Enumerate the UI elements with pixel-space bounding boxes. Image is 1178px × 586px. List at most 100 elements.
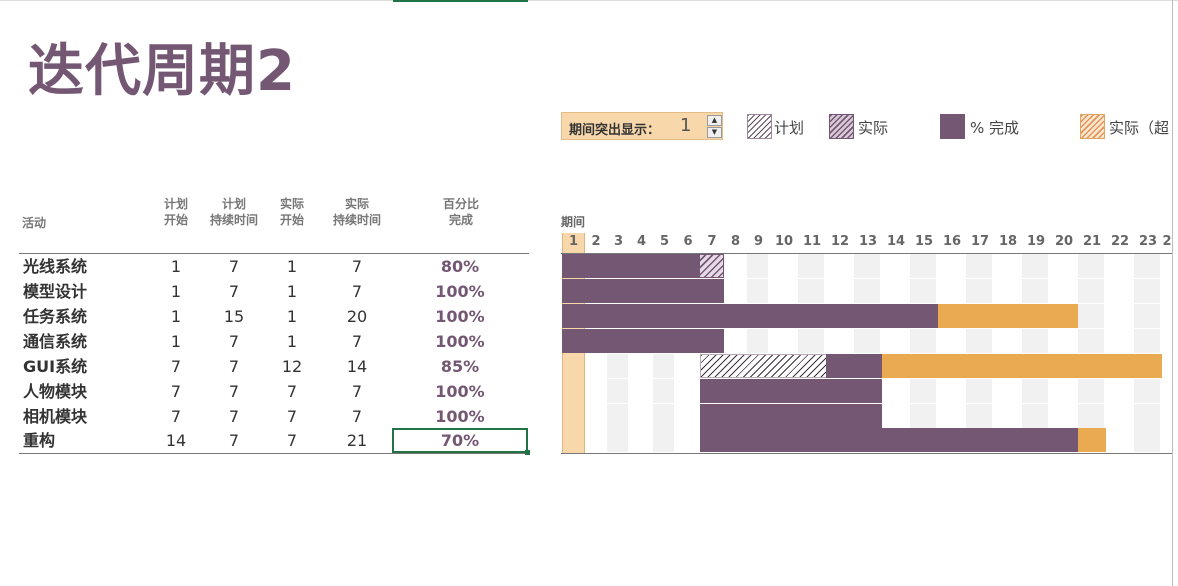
activity-name[interactable]: 光线系统 [23, 257, 88, 276]
period-highlight-value[interactable]: 1 [680, 115, 692, 136]
actual-start-cell[interactable]: 12 [281, 357, 303, 376]
grid-stripe [798, 329, 824, 353]
legend-percent-label: % 完成 [970, 119, 1020, 137]
percent-complete-bar [700, 428, 1078, 452]
percent-cell[interactable]: 70% [440, 431, 480, 450]
grid-stripe [607, 379, 628, 403]
actual-start-cell[interactable]: 1 [286, 282, 298, 301]
percent-cell[interactable]: 100% [435, 307, 485, 326]
actual-start-cell[interactable]: 1 [286, 332, 298, 351]
period-number: 16 [942, 234, 962, 249]
activity-name[interactable]: 重构 [23, 431, 56, 450]
spin-down-button[interactable]: ▼ [707, 127, 722, 138]
gantt-top-rule [561, 253, 1172, 254]
period-number: 20 [1054, 234, 1074, 249]
percent-cell[interactable]: 80% [440, 257, 480, 276]
grid-stripe [854, 279, 880, 303]
grid-stripe [1078, 254, 1104, 278]
plan-duration-cell[interactable]: 15 [223, 307, 245, 326]
header-plan-duration: 计划 持续时间 [209, 197, 258, 227]
grid-stripe [854, 329, 880, 353]
fill-handle[interactable] [525, 450, 530, 455]
period-number: 19 [1026, 234, 1046, 249]
plan-start-cell[interactable]: 1 [170, 257, 182, 276]
activity-name[interactable]: 相机模块 [23, 407, 88, 426]
plan-duration-cell[interactable]: 7 [228, 257, 240, 276]
actual-duration-cell[interactable]: 7 [351, 257, 363, 276]
active-column-marker [393, 0, 528, 2]
percent-complete-bar [700, 379, 882, 403]
actual-start-cell[interactable]: 7 [286, 431, 298, 450]
plan-duration-cell[interactable]: 7 [228, 382, 240, 401]
grid-stripe [1134, 379, 1160, 403]
plan-start-cell[interactable]: 7 [170, 407, 182, 426]
actual-start-cell[interactable]: 7 [286, 382, 298, 401]
grid-stripe [1134, 304, 1160, 328]
plan-duration-cell[interactable]: 7 [228, 282, 240, 301]
actual-start-cell[interactable]: 1 [286, 307, 298, 326]
plan-duration-cell[interactable]: 7 [228, 431, 240, 450]
actual-duration-cell[interactable]: 7 [351, 282, 363, 301]
period-number: 13 [858, 234, 878, 249]
grid-stripe [1022, 254, 1048, 278]
period-number: 14 [886, 234, 906, 249]
over-complete-bar [1078, 428, 1106, 452]
selected-cell-outline [392, 428, 528, 453]
grid-stripe [910, 329, 936, 353]
grid-stripe [910, 379, 936, 403]
period-highlight-control [561, 112, 723, 140]
plan-duration-cell[interactable]: 7 [228, 357, 240, 376]
activity-name[interactable]: 通信系统 [23, 332, 88, 351]
grid-stripe [966, 329, 992, 353]
plan-duration-cell[interactable]: 7 [228, 332, 240, 351]
period-number: 1 [568, 234, 579, 249]
plan-start-cell[interactable]: 1 [170, 307, 182, 326]
activity-name[interactable]: 任务系统 [23, 307, 88, 326]
grid-stripe [653, 404, 674, 428]
plan-start-cell[interactable]: 1 [170, 332, 182, 351]
grid-stripe [1078, 329, 1104, 353]
percent-complete-bar [826, 354, 882, 378]
period-number: 15 [914, 234, 934, 249]
percent-cell[interactable]: 100% [435, 332, 485, 351]
actual-start-cell[interactable]: 7 [286, 407, 298, 426]
plan-duration-cell[interactable]: 7 [228, 407, 240, 426]
actual-duration-cell[interactable]: 7 [351, 407, 363, 426]
plan-start-cell[interactable]: 7 [170, 357, 182, 376]
gantt-bottom-rule [561, 453, 1172, 454]
period-number: 11 [802, 234, 822, 249]
legend-over-swatch [1080, 114, 1105, 139]
table-bottom-rule [19, 453, 529, 454]
activity-name[interactable]: GUI系统 [23, 357, 88, 376]
grid-stripe [1078, 279, 1104, 303]
grid-stripe [1134, 404, 1160, 428]
grid-stripe [1134, 428, 1160, 452]
grid-stripe [966, 254, 992, 278]
actual-duration-cell[interactable]: 21 [346, 431, 368, 450]
grid-stripe [607, 354, 628, 378]
spin-up-button[interactable]: ▲ [707, 115, 722, 126]
actual-duration-cell[interactable]: 14 [346, 357, 368, 376]
plan-start-cell[interactable]: 7 [170, 382, 182, 401]
activity-name[interactable]: 模型设计 [23, 282, 88, 301]
percent-cell[interactable]: 100% [435, 407, 485, 426]
percent-cell[interactable]: 85% [440, 357, 480, 376]
grid-stripe [607, 404, 628, 428]
legend-actual-swatch [829, 114, 854, 139]
actual-duration-cell[interactable]: 7 [351, 382, 363, 401]
percent-cell[interactable]: 100% [435, 382, 485, 401]
percent-complete-bar [562, 254, 700, 278]
period-number: 23 [1138, 234, 1158, 249]
actual-duration-cell[interactable]: 7 [351, 332, 363, 351]
percent-cell[interactable]: 100% [435, 282, 485, 301]
plan-start-cell[interactable]: 14 [165, 431, 187, 450]
plan-start-cell[interactable]: 1 [170, 282, 182, 301]
header-percent-complete: 百分比 完成 [442, 197, 479, 227]
actual-start-cell[interactable]: 1 [286, 257, 298, 276]
legend-plan-label: 计划 [774, 119, 805, 137]
period-number: 10 [774, 234, 794, 249]
activity-name[interactable]: 人物模块 [23, 382, 88, 401]
actual-duration-cell[interactable]: 20 [346, 307, 368, 326]
header-activity: 活动 [22, 216, 47, 230]
window-edge [1172, 0, 1173, 586]
